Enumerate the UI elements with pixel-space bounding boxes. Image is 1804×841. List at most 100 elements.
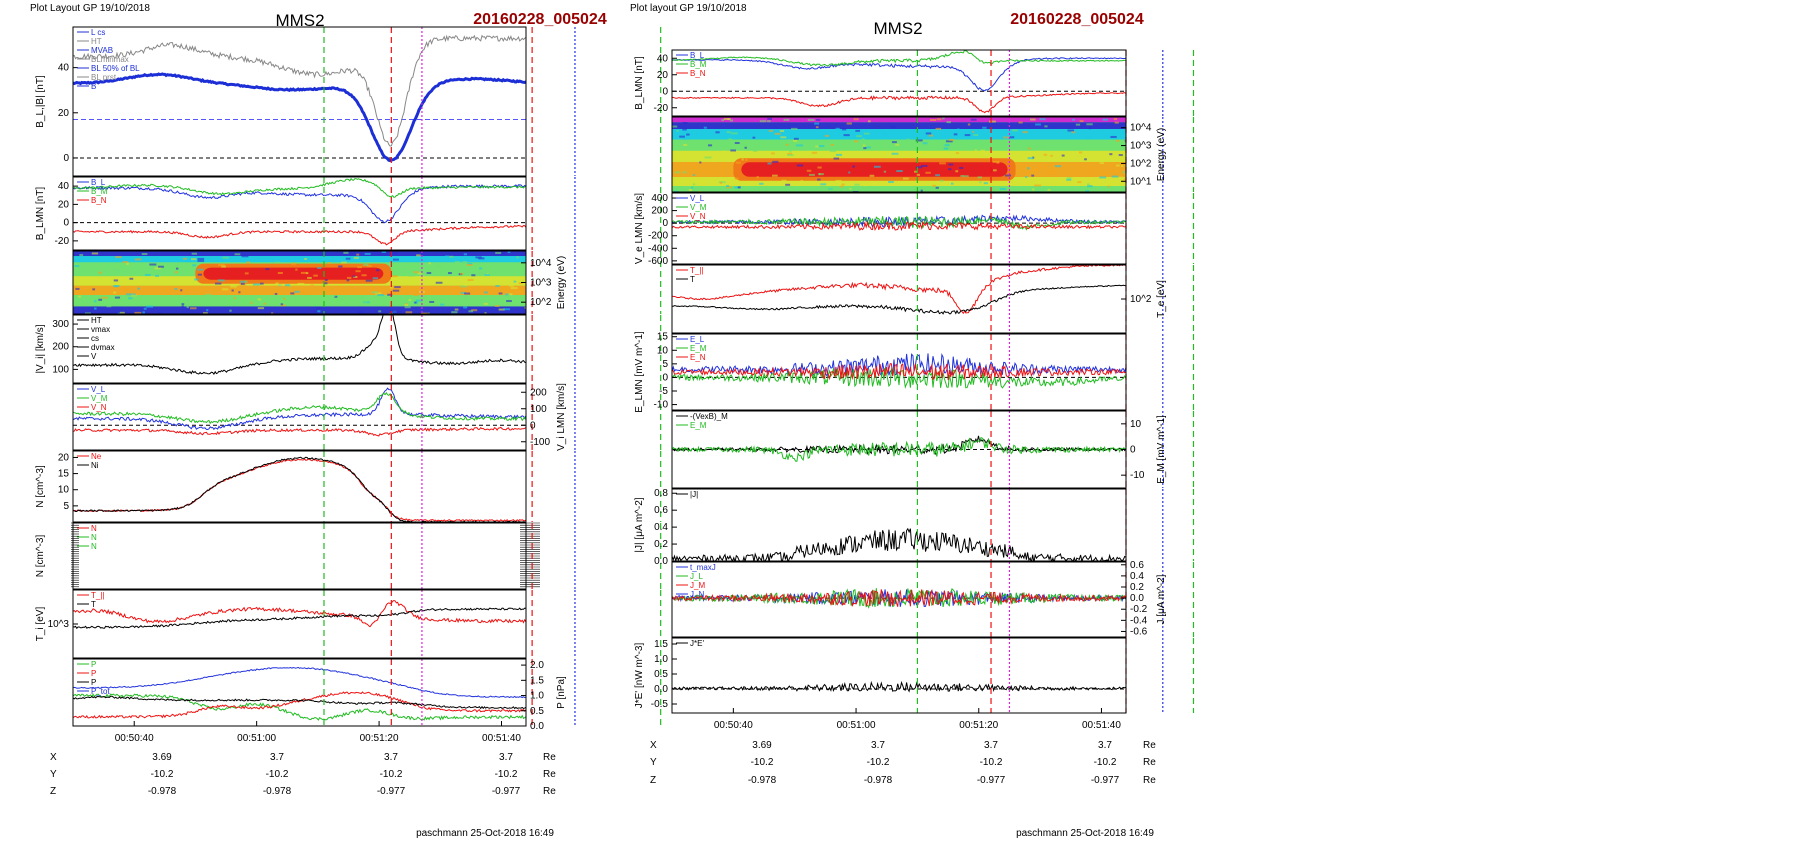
legend-entry: E_L [690, 335, 705, 344]
panel-frame [671, 488, 1127, 562]
y-axis-label: |V_i| [km/s] [35, 324, 46, 373]
ephemeris-value: -0.977 [977, 775, 1006, 786]
series-v-n [73, 426, 526, 437]
y-tick-label: 0.2 [654, 539, 668, 550]
y-tick-label: 1.0 [530, 691, 544, 702]
legend-entry: J_N [690, 590, 704, 599]
panel-frame [671, 637, 1127, 714]
panel-9: 1.5 1.0 0.5 0.0 -0.5 J*E' [nW m^-3] J*E' [634, 637, 1195, 714]
legend-entry: B_N [91, 196, 107, 205]
x-tick-label: 00:51:00 [237, 733, 276, 744]
y-tick-label: 5 [662, 359, 668, 370]
panel-frame [671, 561, 1127, 638]
ephemeris-row-label: Y [50, 769, 57, 780]
legend-entry: J_L [690, 572, 703, 581]
ephemeris-row-label: Y [650, 757, 657, 768]
legend-entry: cs [91, 334, 99, 343]
series-v-m [73, 391, 526, 425]
empty-panel-ticks [71, 522, 540, 588]
series--vexb-m [672, 435, 1126, 456]
legend-entry: E_N [690, 353, 706, 362]
y-tick-label: 40 [657, 53, 669, 64]
legend-entry: B_M [690, 60, 707, 69]
y-tick-label: -600 [648, 256, 668, 267]
y-tick-label: 10^3 [1130, 141, 1152, 152]
panel-legend: B_LB_MB_N [77, 178, 108, 205]
y-tick-label: 0.4 [654, 522, 668, 533]
y-tick-label: 100 [530, 404, 547, 415]
legend-entry: P [91, 669, 96, 678]
y-tick-label: -100 [530, 437, 550, 448]
panel-7: N [cm^-3] NNN [35, 522, 662, 590]
series-e-m [672, 436, 1126, 462]
y-tick-label: 10 [657, 345, 669, 356]
ephemeris-value: -10.2 [266, 769, 289, 780]
panel-frame [72, 26, 527, 177]
series-v-l [73, 387, 526, 431]
legend-entry: MVAB [91, 46, 113, 55]
ephemeris-value: -10.2 [151, 769, 174, 780]
legend-entry: Ni [91, 461, 99, 470]
series-p-b [73, 693, 526, 721]
panel-legend: |J| [676, 490, 698, 499]
y-tick-label: 10^3 [530, 278, 552, 289]
series-b-n [73, 224, 526, 246]
series-v-m [672, 214, 1126, 231]
ephemeris-value: -0.978 [748, 775, 777, 786]
y-axis-label: Energy (eV) [556, 256, 567, 309]
panel-frame [671, 116, 1127, 193]
ephemeris-value: 3.7 [1098, 740, 1112, 751]
spectrogram [672, 117, 1126, 192]
panel-7: 0.8 0.6 0.4 0.2 0.0 |J| [μA m^-2] |J| [634, 488, 1195, 567]
ephemeris-unit: Re [1143, 740, 1156, 751]
ephemeris-value: -10.2 [867, 757, 890, 768]
x-tick-label: 00:51:00 [837, 720, 876, 731]
panel-legend: B_LB_MB_N [676, 51, 707, 78]
panel-4: 10^2 T_e [eV] T_||T [671, 264, 1195, 334]
y-axis-label: P [nPa] [556, 676, 567, 709]
header-left: Plot Layout GP 19/10/2018 [30, 3, 150, 14]
series--j- [672, 527, 1126, 561]
y-tick-label: 0.8 [654, 488, 668, 499]
y-tick-label: -0.4 [1130, 615, 1148, 626]
y-axis-label: V_e LMN [km/s] [634, 193, 645, 264]
legend-entry: BL prst [91, 73, 117, 82]
y-tick-label: 20 [657, 70, 669, 81]
y-tick-label: 20 [58, 108, 70, 119]
y-tick-label: -0.2 [1130, 604, 1148, 615]
legend-entry: B_L [690, 51, 705, 60]
ephemeris-value: -0.978 [263, 786, 292, 797]
legend-entry: E_M [690, 421, 707, 430]
ephemeris-value: 3.69 [752, 740, 772, 751]
series-b-l [73, 184, 526, 224]
y-tick-label: -20 [55, 236, 70, 247]
footer-credit: paschmann 25-Oct-2018 16:49 [416, 828, 554, 839]
series-e-l [672, 353, 1126, 378]
ephemeris-value: 3.7 [499, 752, 513, 763]
legend-entry: P [91, 678, 96, 687]
y-tick-label: 40 [58, 181, 70, 192]
ephemeris-row-label: X [50, 752, 57, 763]
series-v-n [672, 220, 1126, 232]
y-axis-label: |J| [μA m^-2] [634, 497, 645, 552]
panel-legend: V_LV_MV_N [676, 194, 707, 221]
legend-entry: V_N [690, 212, 706, 221]
series-e-m [672, 366, 1126, 390]
ephemeris-value: -0.977 [377, 786, 406, 797]
legend-entry: dvmax [91, 343, 115, 352]
x-tick-label: 00:50:40 [115, 733, 154, 744]
y-tick-label: 2.0 [530, 660, 544, 671]
x-tick-label: 00:51:20 [959, 720, 998, 731]
ephemeris-row-label: X [650, 740, 657, 751]
right-figure: Plot layout GP 19/10/2018 MMS2 20160228_00… [630, 3, 1195, 839]
event-id: 20160228_005024 [473, 11, 607, 28]
panel-legend: E_LE_ME_N [676, 335, 707, 362]
y-tick-label: 0.5 [530, 706, 544, 717]
ephemeris-unit: Re [1143, 775, 1156, 786]
ephemeris-row-label: Z [50, 786, 56, 797]
series-b-n [672, 92, 1126, 114]
y-axis-label: N [cm^-3] [35, 535, 46, 578]
